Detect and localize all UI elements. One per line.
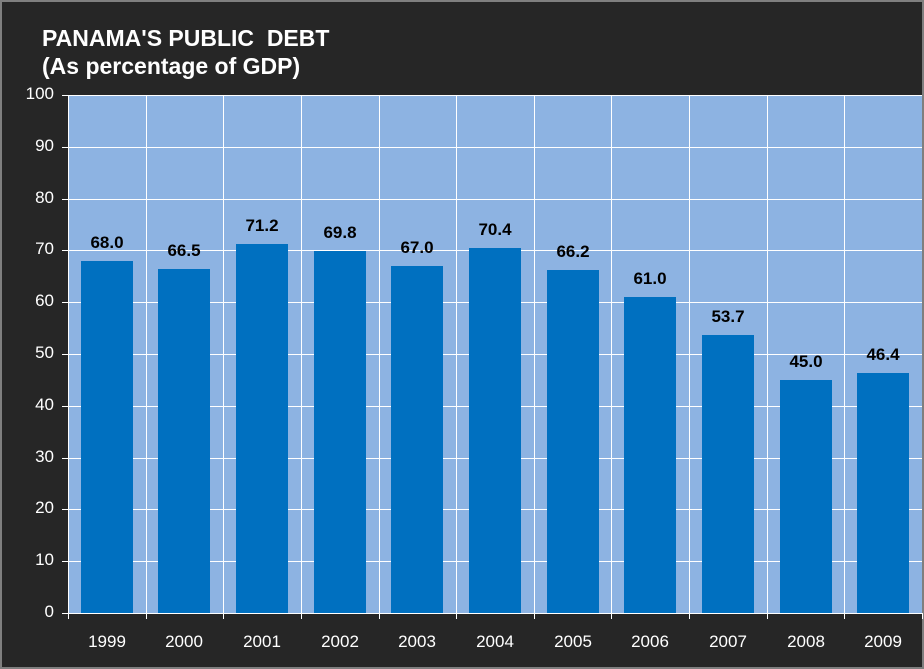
x-tick-mark [223, 613, 224, 619]
bar-1999 [81, 261, 133, 613]
y-tick-label: 50 [35, 343, 54, 362]
bar-2001 [236, 244, 288, 613]
x-tick-label: 2005 [554, 632, 592, 651]
value-label: 45.0 [789, 352, 823, 371]
x-tick-label: 2000 [165, 632, 203, 651]
gridline-vertical [301, 95, 302, 613]
y-tick-label: 100 [25, 84, 54, 103]
x-axis-line [62, 613, 922, 614]
value-label: 70.4 [478, 220, 512, 239]
y-tick-label: 40 [35, 395, 54, 414]
bar-2004 [469, 248, 521, 613]
x-tick-mark [922, 613, 923, 619]
bar-2007 [702, 335, 754, 613]
y-tick-label: 70 [35, 239, 54, 258]
gridline-horizontal [68, 95, 922, 96]
gridline-vertical [456, 95, 457, 613]
y-tick-label: 30 [35, 447, 54, 466]
y-tick-mark [62, 458, 68, 459]
x-tick-label: 2003 [398, 632, 436, 651]
bar-2000 [158, 269, 210, 613]
y-tick-label: 10 [35, 550, 54, 569]
y-tick-mark [62, 561, 68, 562]
value-label: 46.4 [866, 345, 900, 364]
chart-title: PANAMA'S PUBLIC DEBT [42, 25, 330, 51]
x-tick-mark [689, 613, 690, 619]
bar-2006 [624, 297, 676, 613]
chart-subtitle: (As percentage of GDP) [42, 53, 301, 79]
gridline-vertical [767, 95, 768, 613]
value-label: 71.2 [245, 216, 279, 235]
y-tick-label: 60 [35, 291, 54, 310]
x-tick-label: 2009 [864, 632, 902, 651]
x-tick-mark [844, 613, 845, 619]
value-label: 66.5 [167, 241, 201, 260]
value-label: 66.2 [556, 242, 590, 261]
bar-2008 [780, 380, 832, 613]
y-tick-label: 80 [35, 188, 54, 207]
x-tick-mark [767, 613, 768, 619]
gridline-vertical [611, 95, 612, 613]
y-tick-mark [62, 250, 68, 251]
y-tick-mark [62, 406, 68, 407]
x-tick-mark [379, 613, 380, 619]
x-tick-label: 2004 [476, 632, 514, 651]
gridline-vertical [844, 95, 845, 613]
y-axis-line [68, 95, 69, 614]
x-tick-mark [456, 613, 457, 619]
x-tick-label: 1999 [88, 632, 126, 651]
gridline-horizontal [68, 199, 922, 200]
value-label: 53.7 [711, 307, 745, 326]
y-tick-label: 20 [35, 498, 54, 517]
x-tick-label: 2001 [243, 632, 281, 651]
x-tick-mark [534, 613, 535, 619]
gridline-horizontal [68, 147, 922, 148]
y-tick-mark [62, 509, 68, 510]
gridline-vertical [689, 95, 690, 613]
value-label: 61.0 [633, 269, 667, 288]
value-label: 68.0 [90, 233, 124, 252]
y-tick-mark [62, 302, 68, 303]
x-tick-label: 2002 [321, 632, 359, 651]
gridline-vertical [534, 95, 535, 613]
chart-title-block: PANAMA'S PUBLIC DEBT (As percentage of GD… [42, 24, 329, 80]
y-tick-mark [62, 199, 68, 200]
x-tick-label: 2006 [631, 632, 669, 651]
bar-2002 [314, 251, 366, 613]
x-tick-label: 2007 [709, 632, 747, 651]
y-tick-label: 90 [35, 136, 54, 155]
x-tick-mark [301, 613, 302, 619]
y-tick-mark [62, 95, 68, 96]
x-tick-mark [611, 613, 612, 619]
gridline-vertical [146, 95, 147, 613]
bar-2003 [391, 266, 443, 613]
gridline-vertical [223, 95, 224, 613]
x-tick-mark [146, 613, 147, 619]
x-tick-mark [68, 613, 69, 619]
value-label: 67.0 [400, 238, 434, 257]
y-tick-mark [62, 354, 68, 355]
y-tick-label: 0 [44, 602, 54, 621]
plot-area: 68.0 66.5 71.2 69.8 67.0 70.4 66.2 61.0 53.7 45.0… [68, 95, 922, 613]
y-tick-mark [62, 147, 68, 148]
gridline-vertical [379, 95, 380, 613]
value-label: 69.8 [323, 223, 357, 242]
y-tick-mark [62, 613, 68, 614]
bar-2005 [547, 270, 599, 613]
bar-2009 [857, 373, 909, 613]
x-tick-label: 2008 [787, 632, 825, 651]
